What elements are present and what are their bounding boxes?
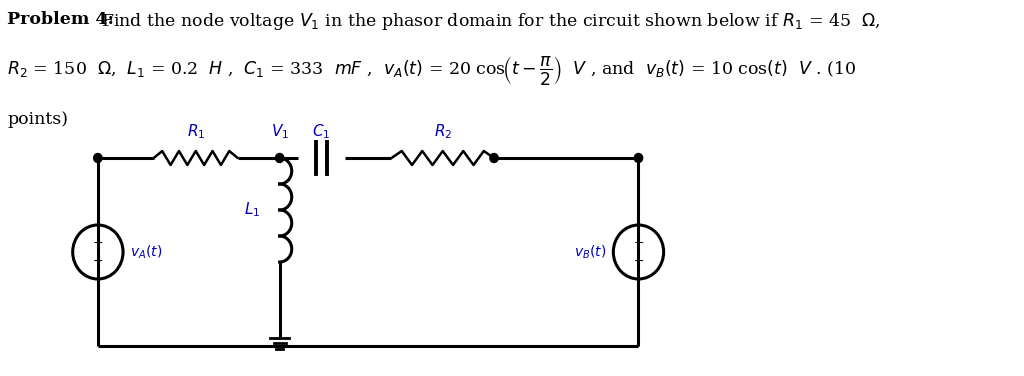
Text: $C_1$: $C_1$ bbox=[312, 122, 331, 141]
Text: $V_1$: $V_1$ bbox=[270, 122, 289, 141]
Text: points): points) bbox=[7, 111, 69, 128]
Text: $v_B(t)$: $v_B(t)$ bbox=[574, 243, 607, 261]
Text: Problem 4:: Problem 4: bbox=[7, 11, 115, 28]
Text: $R_2$ = 150  $\Omega$,  $L_1$ = 0.2  $H$ ,  $C_1$ = 333  $mF$ ,  $v_A(t)$ = 20 c: $R_2$ = 150 $\Omega$, $L_1$ = 0.2 $H$ , … bbox=[7, 54, 857, 87]
Circle shape bbox=[275, 153, 284, 162]
Text: $R_1$: $R_1$ bbox=[186, 122, 205, 141]
Circle shape bbox=[93, 153, 102, 162]
Text: $R_2$: $R_2$ bbox=[433, 122, 452, 141]
Text: −: − bbox=[92, 255, 103, 267]
Circle shape bbox=[489, 153, 499, 162]
Text: +: + bbox=[92, 237, 103, 250]
Text: Find the node voltage $V_1$ in the phasor domain for the circuit shown below if : Find the node voltage $V_1$ in the phaso… bbox=[100, 11, 880, 32]
Text: −: − bbox=[633, 255, 644, 267]
Text: $L_1$: $L_1$ bbox=[244, 201, 260, 219]
Text: +: + bbox=[633, 237, 644, 250]
Text: $v_A(t)$: $v_A(t)$ bbox=[130, 243, 162, 261]
Circle shape bbox=[634, 153, 643, 162]
